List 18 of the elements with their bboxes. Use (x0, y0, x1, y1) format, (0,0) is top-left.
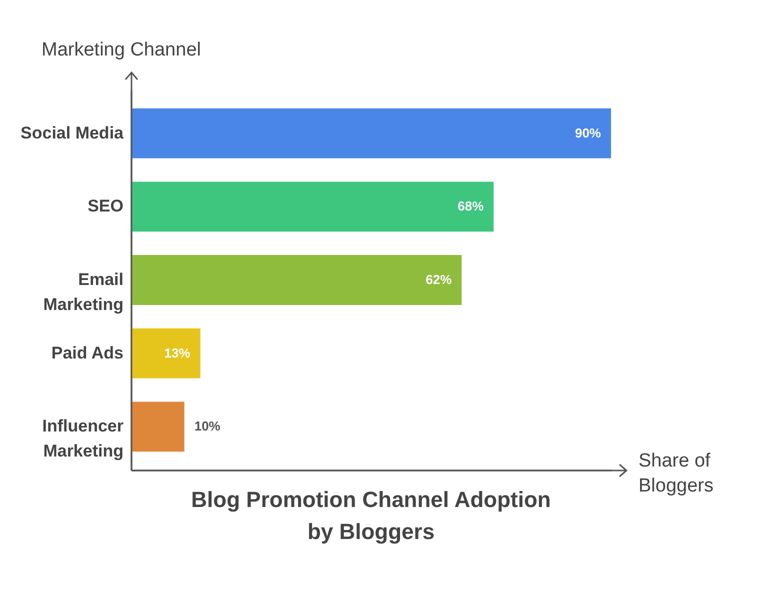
data-label: 90% (574, 125, 602, 140)
bar (131, 182, 494, 232)
y-axis-title: Marketing Channel (42, 40, 201, 60)
bar (131, 328, 200, 378)
x-axis-title: Share of Bloggers (638, 450, 714, 496)
y-tick-label: Social Media (20, 123, 124, 142)
bar (131, 108, 611, 158)
data-label: 13% (164, 345, 191, 360)
y-tick-label: SEO (88, 196, 124, 216)
bar (131, 402, 184, 452)
text: Blog Promotion Channel Adoption by Bloggers (191, 487, 551, 544)
y-tick-label: Email Marketing (43, 270, 124, 314)
y-tick-label: Influencer Marketing (42, 416, 124, 461)
y-tick-label: Paid Ads (51, 343, 124, 362)
data-label: 10% (194, 418, 221, 434)
bar (131, 255, 462, 305)
data-label: 68% (458, 198, 484, 214)
data-label: 62% (426, 272, 452, 287)
